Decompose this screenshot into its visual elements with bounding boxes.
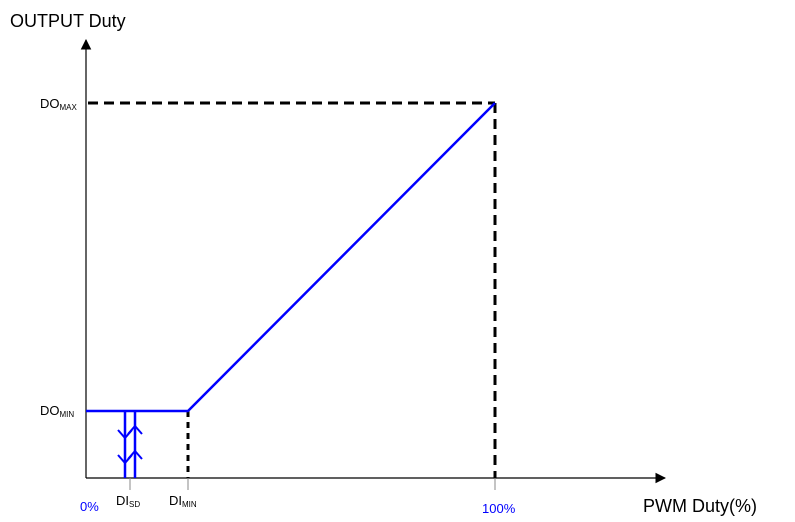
hysteresis-arrow-up-lower-icon — [127, 449, 143, 460]
di-sd-label: DISD — [116, 493, 140, 509]
x-axis-title: PWM Duty(%) — [643, 496, 757, 516]
hysteresis-arrow-up-upper-icon — [127, 424, 143, 435]
do-max-label: DOMAX — [40, 96, 78, 112]
di-min-label: DIMIN — [169, 493, 197, 509]
y-axis-title: OUTPUT Duty — [10, 11, 126, 31]
transfer-curve — [86, 102, 496, 413]
zero-percent-label: 0% — [80, 499, 99, 514]
hundred-percent-label: 100% — [482, 501, 516, 516]
do-min-label: DOMIN — [40, 403, 74, 419]
